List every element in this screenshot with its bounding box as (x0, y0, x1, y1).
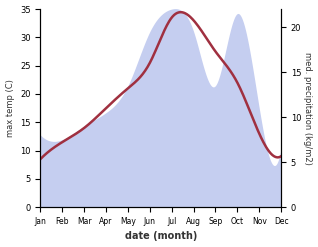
Y-axis label: max temp (C): max temp (C) (5, 79, 15, 137)
X-axis label: date (month): date (month) (125, 231, 197, 242)
Y-axis label: med. precipitation (kg/m2): med. precipitation (kg/m2) (303, 52, 313, 165)
